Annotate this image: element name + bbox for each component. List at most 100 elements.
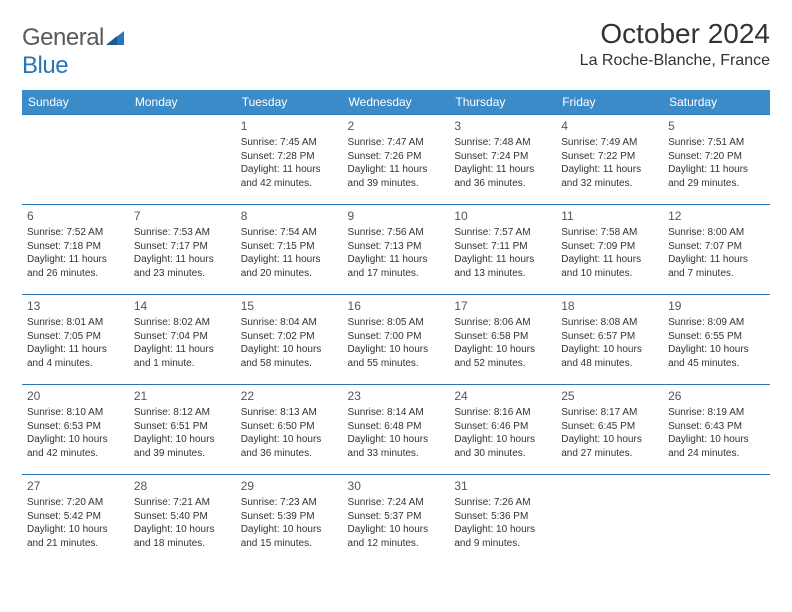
calendar-row: 20Sunrise: 8:10 AMSunset: 6:53 PMDayligh… [22,385,770,475]
sunset-text: Sunset: 6:48 PM [348,420,445,434]
weekday-header: Saturday [663,90,770,115]
day-number: 29 [241,478,338,494]
sunset-text: Sunset: 7:13 PM [348,240,445,254]
sunrise-text: Sunrise: 8:01 AM [27,316,124,330]
sunset-text: Sunset: 5:39 PM [241,510,338,524]
sunset-text: Sunset: 6:46 PM [454,420,551,434]
sunset-text: Sunset: 6:45 PM [561,420,658,434]
day-number: 4 [561,118,658,134]
day-number: 15 [241,298,338,314]
sunset-text: Sunset: 7:17 PM [134,240,231,254]
daylight-text: Daylight: 11 hours and 1 minute. [134,343,231,370]
sunset-text: Sunset: 6:55 PM [668,330,765,344]
daylight-text: Daylight: 10 hours and 42 minutes. [27,433,124,460]
calendar-cell: 28Sunrise: 7:21 AMSunset: 5:40 PMDayligh… [129,475,236,565]
logo-text: GeneralBlue [22,24,124,80]
day-number: 24 [454,388,551,404]
sunrise-text: Sunrise: 7:57 AM [454,226,551,240]
weekday-header: Tuesday [236,90,343,115]
calendar-cell-empty [22,115,129,205]
day-number: 2 [348,118,445,134]
day-number: 23 [348,388,445,404]
day-number: 19 [668,298,765,314]
header: GeneralBlue October 2024 La Roche-Blanch… [22,18,770,80]
sunrise-text: Sunrise: 8:00 AM [668,226,765,240]
calendar-cell: 16Sunrise: 8:05 AMSunset: 7:00 PMDayligh… [343,295,450,385]
location: La Roche-Blanche, France [580,52,770,70]
sunrise-text: Sunrise: 8:08 AM [561,316,658,330]
sunrise-text: Sunrise: 8:17 AM [561,406,658,420]
daylight-text: Daylight: 10 hours and 18 minutes. [134,523,231,550]
day-number: 12 [668,208,765,224]
weekday-header: Friday [556,90,663,115]
daylight-text: Daylight: 10 hours and 52 minutes. [454,343,551,370]
sunset-text: Sunset: 6:58 PM [454,330,551,344]
day-number: 30 [348,478,445,494]
sunrise-text: Sunrise: 8:09 AM [668,316,765,330]
sunrise-text: Sunrise: 8:14 AM [348,406,445,420]
day-number: 7 [134,208,231,224]
sunrise-text: Sunrise: 7:52 AM [27,226,124,240]
daylight-text: Daylight: 11 hours and 29 minutes. [668,163,765,190]
weekday-header: Thursday [449,90,556,115]
calendar-cell: 14 Sunrise: 8:02 AMSunset: 7:04 PMDayligh… [129,295,236,385]
calendar-row: 13Sunrise: 8:01 AMSunset: 7:05 PMDayligh… [22,295,770,385]
daylight-text: Daylight: 11 hours and 7 minutes. [668,253,765,280]
calendar-cell: 25Sunrise: 8:17 AMSunset: 6:45 PMDayligh… [556,385,663,475]
calendar-cell: 5Sunrise: 7:51 AMSunset: 7:20 PMDaylight… [663,115,770,205]
sunrise-text: Sunrise: 8:19 AM [668,406,765,420]
day-number: 10 [454,208,551,224]
day-number: 13 [27,298,124,314]
logo-triangle-icon [106,24,124,52]
sunset-text: Sunset: 7:09 PM [561,240,658,254]
sunset-text: Sunset: 7:22 PM [561,150,658,164]
day-number: 26 [668,388,765,404]
calendar-cell: 3Sunrise: 7:48 AMSunset: 7:24 PMDaylight… [449,115,556,205]
sunset-text: Sunset: 5:42 PM [27,510,124,524]
weekday-header: Sunday [22,90,129,115]
daylight-text: Daylight: 11 hours and 23 minutes. [134,253,231,280]
title-block: October 2024 La Roche-Blanche, France [580,18,770,70]
month-title: October 2024 [580,18,770,50]
daylight-text: Daylight: 10 hours and 15 minutes. [241,523,338,550]
daylight-text: Daylight: 10 hours and 58 minutes. [241,343,338,370]
day-number: 14 [134,298,231,314]
sunrise-text: Sunrise: 8:10 AM [27,406,124,420]
daylight-text: Daylight: 11 hours and 13 minutes. [454,253,551,280]
daylight-text: Daylight: 11 hours and 32 minutes. [561,163,658,190]
calendar-cell: 4Sunrise: 7:49 AMSunset: 7:22 PMDaylight… [556,115,663,205]
daylight-text: Daylight: 10 hours and 39 minutes. [134,433,231,460]
calendar-cell: 23Sunrise: 8:14 AMSunset: 6:48 PMDayligh… [343,385,450,475]
sunset-text: Sunset: 7:04 PM [134,330,231,344]
calendar-row: 6Sunrise: 7:52 AMSunset: 7:18 PMDaylight… [22,205,770,295]
daylight-text: Daylight: 10 hours and 24 minutes. [668,433,765,460]
sunset-text: Sunset: 6:50 PM [241,420,338,434]
sunrise-text: Sunrise: 8:02 AM [134,316,231,330]
sunset-text: Sunset: 6:51 PM [134,420,231,434]
day-number: 3 [454,118,551,134]
calendar-cell: 17Sunrise: 8:06 AMSunset: 6:58 PMDayligh… [449,295,556,385]
sunset-text: Sunset: 6:53 PM [27,420,124,434]
logo: GeneralBlue [22,24,124,80]
calendar-cell: 13Sunrise: 8:01 AMSunset: 7:05 PMDayligh… [22,295,129,385]
daylight-text: Daylight: 10 hours and 27 minutes. [561,433,658,460]
daylight-text: Daylight: 11 hours and 17 minutes. [348,253,445,280]
calendar-cell: 2Sunrise: 7:47 AMSunset: 7:26 PMDaylight… [343,115,450,205]
calendar-cell: 9Sunrise: 7:56 AMSunset: 7:13 PMDaylight… [343,205,450,295]
calendar-cell: 12Sunrise: 8:00 AMSunset: 7:07 PMDayligh… [663,205,770,295]
calendar-cell: 24Sunrise: 8:16 AMSunset: 6:46 PMDayligh… [449,385,556,475]
calendar-cell: 20Sunrise: 8:10 AMSunset: 6:53 PMDayligh… [22,385,129,475]
calendar-cell: 18Sunrise: 8:08 AMSunset: 6:57 PMDayligh… [556,295,663,385]
calendar-cell: 10Sunrise: 7:57 AMSunset: 7:11 PMDayligh… [449,205,556,295]
weekday-header: Wednesday [343,90,450,115]
calendar-cell: 19Sunrise: 8:09 AMSunset: 6:55 PMDayligh… [663,295,770,385]
calendar-cell: 21Sunrise: 8:12 AMSunset: 6:51 PMDayligh… [129,385,236,475]
day-number: 22 [241,388,338,404]
calendar-cell: 26Sunrise: 8:19 AMSunset: 6:43 PMDayligh… [663,385,770,475]
sunset-text: Sunset: 7:20 PM [668,150,765,164]
sunset-text: Sunset: 7:18 PM [27,240,124,254]
calendar-cell: 27Sunrise: 7:20 AMSunset: 5:42 PMDayligh… [22,475,129,565]
sunset-text: Sunset: 7:26 PM [348,150,445,164]
daylight-text: Daylight: 11 hours and 42 minutes. [241,163,338,190]
daylight-text: Daylight: 11 hours and 26 minutes. [27,253,124,280]
